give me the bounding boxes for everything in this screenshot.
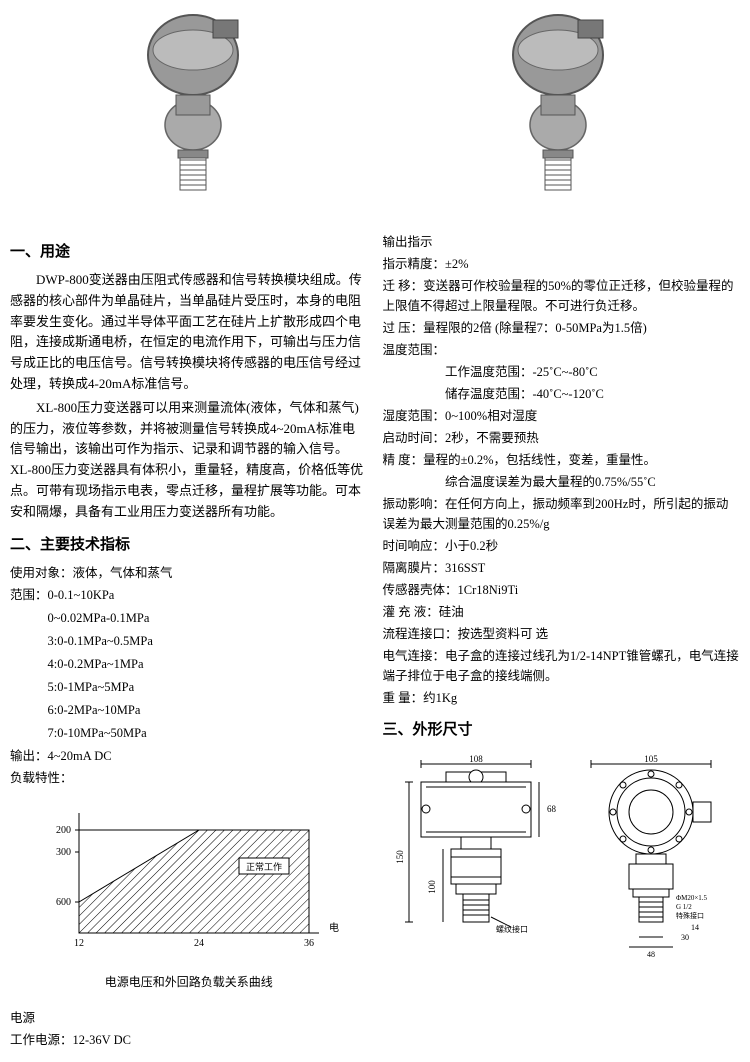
- time-label: 时间响应：: [383, 539, 446, 553]
- target-label: 使用对象：: [10, 566, 73, 580]
- svg-text:150: 150: [395, 850, 405, 864]
- section2-title: 二、主要技术指标: [10, 533, 368, 557]
- svg-text:36: 36: [304, 938, 314, 949]
- range0: 0-0.1~10KPa: [48, 588, 115, 602]
- humidity-value: 0~100%相对湿度: [445, 409, 537, 423]
- elec-conn: 电气连接：电子盒的连接过线孔为1/2-14NPT锥管螺孔，电气连接端子排位于电子…: [383, 646, 741, 686]
- precision-label: 精 度：: [383, 453, 424, 467]
- over-value: 量程限的2倍 (除量程7：0-50MPa为1.5倍): [423, 321, 647, 335]
- housing: 传感器壳体：1Cr18Ni9Ti: [383, 580, 741, 600]
- section1-para2: XL-800压力变送器可以用来测量流体(液体，气体和蒸气)的压力，液位等参数，并…: [10, 398, 368, 523]
- load-chart: 200 300 600 12 24 36 电源电压: [10, 803, 368, 993]
- svg-text:30: 30: [681, 933, 689, 942]
- section1-title: 一、用途: [10, 240, 368, 264]
- svg-text:ΦM20×1.5: ΦM20×1.5: [676, 894, 708, 902]
- svg-text:G 1/2: G 1/2: [676, 903, 692, 911]
- power-work-label: 工作电源：: [10, 1033, 73, 1047]
- range6: 7:0-10MPa~50MPa: [48, 723, 368, 743]
- time-response: 时间响应：小于0.2秒: [383, 536, 741, 556]
- svg-text:108: 108: [470, 754, 484, 764]
- housing-value: 1Cr18Ni9Ti: [458, 583, 519, 597]
- svg-text:100: 100: [427, 880, 437, 894]
- vibration: 振动影响：在任何方向上，振动频率到200Hz时，所引起的振动误差为最大测量范围的…: [383, 494, 741, 534]
- spec-target: 使用对象：液体，气体和蒸气: [10, 563, 368, 583]
- vibration-label: 振动影响：: [383, 497, 446, 511]
- startup: 启动时间：2秒，不需要预热: [383, 428, 741, 448]
- left-column: 一、用途 DWP-800变送器由压阻式传感器和信号转换模块组成。传感器的核心部件…: [10, 230, 368, 1052]
- chart-caption: 电源电压和外回路负载关系曲线: [10, 973, 368, 992]
- precision-value: 量程的±0.2%，包括线性，变差，重量性。: [423, 453, 656, 467]
- temp-work: 工作温度范围：-25˚C~-80˚C: [445, 362, 740, 382]
- weight-value: 约1Kg: [423, 691, 457, 705]
- svg-text:105: 105: [645, 754, 659, 764]
- humidity-label: 湿度范围：: [383, 409, 446, 423]
- fill-fluid: 灌 充 液：硅油: [383, 602, 741, 622]
- temp-title: 温度范围：: [383, 340, 741, 360]
- diaphragm: 隔离膜片：316SST: [383, 558, 741, 578]
- precision2: 综合温度误差为最大量程的0.75%/55˚C: [445, 472, 740, 492]
- svg-text:电源电压: 电源电压: [329, 921, 339, 934]
- accuracy-label: 指示精度：: [383, 257, 446, 271]
- range4: 5:0-1MPa~5MPa: [48, 677, 368, 697]
- svg-text:600: 600: [56, 897, 71, 908]
- svg-text:12: 12: [74, 938, 84, 949]
- over-label: 过 压：: [383, 321, 424, 335]
- migration: 迁 移：变送器可作校验量程的50%的零位正迁移，但校验量程的上限值不得超过上限量…: [383, 276, 741, 316]
- range-label: 范围：: [10, 588, 48, 602]
- range5: 6:0-2MPa~10MPa: [48, 700, 368, 720]
- svg-text:68: 68: [547, 804, 557, 814]
- process-value: 按选型资料可 选: [458, 627, 549, 641]
- fill-label: 灌 充 液：: [383, 605, 439, 619]
- svg-text:14: 14: [691, 923, 699, 932]
- accuracy-value: ±2%: [445, 257, 469, 271]
- section1-para1: DWP-800变送器由压阻式传感器和信号转换模块组成。传感器的核心部件为单晶硅片…: [10, 270, 368, 395]
- svg-text:200: 200: [56, 825, 71, 836]
- svg-text:正常工作: 正常工作: [246, 861, 282, 872]
- temp-store: 储存温度范围：-40˚C~-120˚C: [445, 384, 740, 404]
- target-value: 液体，气体和蒸气: [73, 566, 173, 580]
- product-image-left: [118, 10, 268, 210]
- diaphragm-value: 316SST: [445, 561, 485, 575]
- diaphragm-label: 隔离膜片：: [383, 561, 446, 575]
- power-work-value: 12-36V DC: [73, 1033, 131, 1047]
- time-value: 小于0.2秒: [445, 539, 498, 553]
- startup-value: 2秒，不需要预热: [445, 431, 539, 445]
- svg-text:螺纹接口: 螺纹接口: [496, 924, 528, 934]
- precision: 精 度：量程的±0.2%，包括线性，变差，重量性。: [383, 450, 741, 470]
- weight: 重 量：约1Kg: [383, 688, 741, 708]
- power-work: 工作电源：12-36V DC: [10, 1030, 368, 1050]
- startup-label: 启动时间：: [383, 431, 446, 445]
- right-column: 输出指示 指示精度：±2% 迁 移：变送器可作校验量程的50%的零位正迁移，但校…: [383, 230, 741, 1052]
- humidity: 湿度范围：0~100%相对湿度: [383, 406, 741, 426]
- output-indicator: 输出指示: [383, 232, 741, 252]
- load-label: 负载特性：: [10, 768, 368, 788]
- spec-output: 输出：4~20mA DC: [10, 746, 368, 766]
- elec-label: 电气连接：: [383, 649, 446, 663]
- spec-range: 范围：0-0.1~10KPa: [10, 585, 368, 605]
- process-conn: 流程连接口：按选型资料可 选: [383, 624, 741, 644]
- section3-title: 三、外形尺寸: [383, 718, 741, 742]
- svg-text:24: 24: [194, 938, 204, 949]
- accuracy: 指示精度：±2%: [383, 254, 741, 274]
- range3: 4:0-0.2MPa~1MPa: [48, 654, 368, 674]
- overpressure: 过 压：量程限的2倍 (除量程7：0-50MPa为1.5倍): [383, 318, 741, 338]
- range1: 0~0.02MPa-0.1MPa: [48, 608, 368, 628]
- fill-value: 硅油: [439, 605, 464, 619]
- power-title: 电源: [10, 1008, 368, 1028]
- product-image-right: [483, 10, 633, 210]
- process-label: 流程连接口：: [383, 627, 458, 641]
- dimension-drawing: 108: [383, 752, 741, 969]
- migration-label: 迁 移：: [383, 279, 424, 293]
- product-images-row: [10, 10, 740, 210]
- housing-label: 传感器壳体：: [383, 583, 458, 597]
- weight-label: 重 量：: [383, 691, 424, 705]
- range2: 3:0-0.1MPa~0.5MPa: [48, 631, 368, 651]
- output-label: 输出：: [10, 749, 48, 763]
- svg-text:300: 300: [56, 847, 71, 858]
- output-value: 4~20mA DC: [48, 749, 112, 763]
- svg-text:特殊接口: 特殊接口: [676, 911, 704, 920]
- migration-value: 变送器可作校验量程的50%的零位正迁移，但校验量程的上限值不得超过上限量程限。不…: [383, 279, 734, 313]
